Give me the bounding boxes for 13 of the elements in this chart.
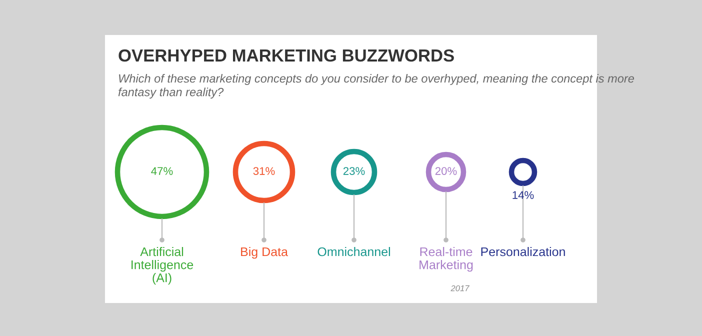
category-label: Personalization	[481, 247, 565, 256]
data-label: 31%	[253, 167, 275, 175]
data-label: 14%	[512, 191, 534, 199]
text: 2017	[450, 285, 470, 292]
category-label: Real-time Marketing	[420, 247, 473, 272]
data-label: 20%	[435, 167, 457, 175]
data-label: 23%	[343, 167, 365, 175]
category-label: Omnichannel	[318, 247, 390, 256]
data-label: 47%	[151, 167, 173, 175]
category-label: Artificial Intelligence (AI)	[132, 247, 194, 285]
text: Which of these marketing concepts do you consider to be overhyped, meaning the concept is more fantasy than reality?	[118, 74, 634, 99]
text: OVERHYPED MARKETING BUZZWORDS	[118, 49, 454, 62]
category-label: Big Data	[241, 247, 288, 259]
